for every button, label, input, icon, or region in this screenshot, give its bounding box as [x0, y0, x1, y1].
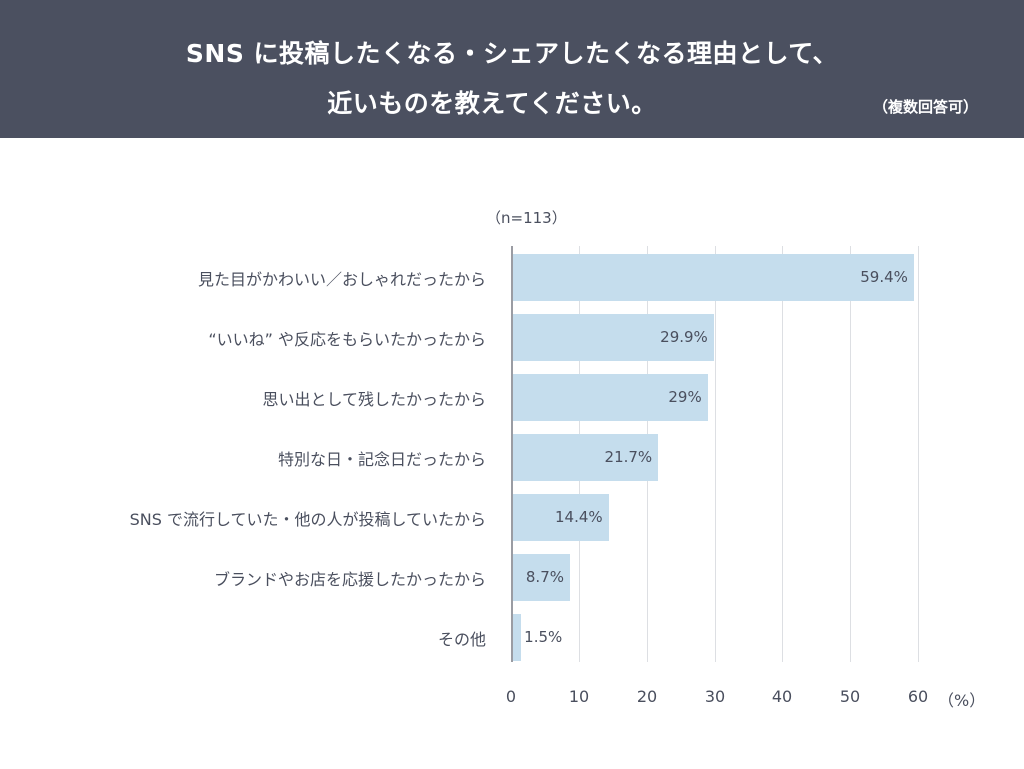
category-label: SNS で流行していた・他の人が投稿していたから: [129, 510, 486, 529]
bar: [511, 494, 609, 541]
bar-value-label: 1.5%: [524, 628, 563, 646]
bar: [511, 434, 659, 481]
bar-value-label: 29%: [668, 388, 702, 406]
gridline: [850, 246, 851, 662]
multiple-answer-note: （複数回答可）: [872, 98, 978, 116]
bar-value-label: 59.4%: [860, 268, 908, 286]
x-tick-label: 10: [568, 687, 590, 706]
gridline: [715, 246, 716, 662]
gridline: [782, 246, 783, 662]
bar: [511, 314, 714, 361]
bar-value-label: 21.7%: [604, 448, 653, 466]
bar-value-label: 8.7%: [525, 568, 564, 586]
x-tick-label: 0: [505, 687, 517, 706]
y-axis-line: [511, 246, 513, 662]
x-tick-label: 50: [839, 687, 861, 706]
bar-value-label: 14.4%: [555, 508, 603, 526]
bar-value-label: 29.9%: [660, 328, 708, 346]
category-label: その他: [437, 630, 486, 649]
plot-area: 59.4% 29.9% 29% 21.7% 14.4% 8.7% 1.5%: [511, 246, 931, 662]
gridline: [918, 246, 919, 662]
sample-size: （n=113）: [486, 209, 567, 227]
category-label: 見た目がかわいい／おしゃれだったから: [197, 270, 486, 289]
x-tick-label: 30: [704, 687, 726, 706]
bar: [511, 374, 708, 421]
chart-title-line1: SNS に投稿したくなる・シェアしたくなる理由として、: [185, 39, 839, 68]
category-label: 思い出として残したかったから: [262, 390, 486, 409]
x-axis-unit: （%）: [938, 691, 986, 710]
category-label: “いいね” や反応をもらいたかったから: [208, 330, 486, 349]
chart-header: SNS に投稿したくなる・シェアしたくなる理由として、 近いものを教えてください…: [0, 0, 1024, 138]
chart-title-line2: 近いものを教えてください。: [327, 89, 657, 118]
category-label: ブランドやお店を応援したかったから: [213, 570, 486, 589]
category-label: 特別な日・記念日だったから: [277, 450, 486, 469]
x-tick-label: 40: [771, 687, 793, 706]
bar: [511, 254, 914, 301]
bar: [511, 614, 522, 661]
x-tick-label: 60: [907, 687, 929, 706]
x-tick-label: 20: [636, 687, 658, 706]
bar: [511, 554, 570, 601]
